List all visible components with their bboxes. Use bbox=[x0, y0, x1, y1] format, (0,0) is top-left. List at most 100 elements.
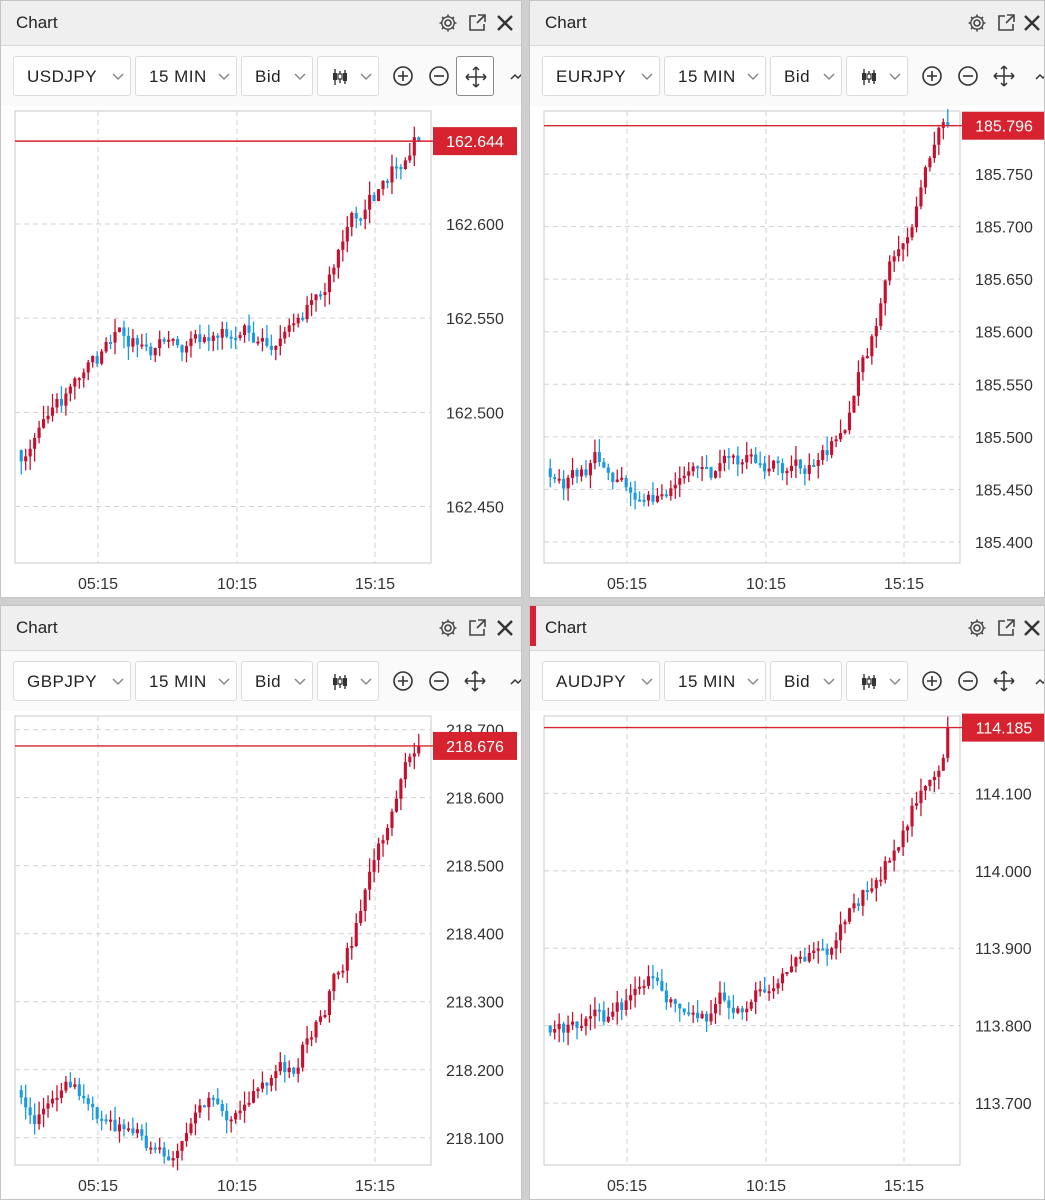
candle-body bbox=[100, 351, 104, 364]
symbol-select[interactable]: USDJPY bbox=[13, 56, 131, 96]
zoom-out-button[interactable] bbox=[949, 661, 987, 701]
symbol-select[interactable]: GBPJPY bbox=[13, 661, 131, 701]
candle bbox=[167, 1149, 171, 1161]
pan-button[interactable] bbox=[985, 56, 1023, 96]
candle bbox=[861, 889, 865, 916]
gear-icon[interactable] bbox=[438, 13, 458, 33]
candle-body bbox=[350, 212, 354, 228]
candle-body bbox=[372, 194, 376, 202]
interval-select[interactable]: 15 MIN bbox=[664, 661, 766, 701]
close-icon[interactable] bbox=[495, 618, 515, 638]
candle bbox=[162, 1141, 166, 1164]
external-window-icon[interactable] bbox=[467, 618, 487, 638]
candle bbox=[883, 856, 887, 884]
candle-body bbox=[718, 463, 722, 472]
gear-icon[interactable] bbox=[967, 618, 987, 638]
panel-title: Chart bbox=[16, 618, 58, 637]
candle bbox=[140, 333, 144, 349]
candle bbox=[575, 1021, 579, 1040]
zoom-out-button[interactable] bbox=[420, 661, 458, 701]
candle-body bbox=[678, 478, 682, 485]
pan-button[interactable] bbox=[456, 56, 494, 96]
candle-body bbox=[633, 988, 637, 996]
more-tools-button[interactable] bbox=[1022, 661, 1044, 701]
zoom-in-button[interactable] bbox=[384, 56, 422, 96]
price-type-select[interactable]: Bid bbox=[770, 56, 842, 96]
candlestick-chart[interactable]: 218.100 218.200 218.300 218.400 218.500 218.6… bbox=[1, 711, 522, 1200]
candle-body bbox=[327, 991, 331, 1016]
chart-type-select[interactable] bbox=[317, 56, 379, 96]
gear-icon[interactable] bbox=[967, 13, 987, 33]
current-price-badge bbox=[433, 127, 517, 156]
zoom-out-button[interactable] bbox=[420, 56, 458, 96]
panel-titlebar: Chart bbox=[1, 606, 521, 651]
candle-body bbox=[310, 300, 314, 305]
candlestick-chart[interactable]: 185.400 185.450 185.500 185.550 185.600 185.6… bbox=[530, 106, 1045, 598]
candlestick-chart[interactable]: 162.450 162.500 162.550 162.600 05:15 10:15 15… bbox=[1, 106, 522, 598]
candle-body bbox=[377, 189, 381, 202]
candle-body bbox=[919, 790, 923, 804]
price-type-select[interactable]: Bid bbox=[241, 661, 313, 701]
external-window-icon[interactable] bbox=[467, 13, 487, 33]
symbol-select[interactable]: EURJPY bbox=[542, 56, 660, 96]
candle bbox=[901, 242, 905, 262]
interval-select[interactable]: 15 MIN bbox=[664, 56, 766, 96]
chart-type-select[interactable] bbox=[846, 56, 908, 96]
candle-body bbox=[131, 1128, 135, 1134]
more-tools-button[interactable] bbox=[497, 661, 521, 701]
external-window-icon[interactable] bbox=[996, 618, 1016, 638]
y-tick-label: 114.000 bbox=[975, 864, 1032, 881]
candlestick-chart[interactable]: 113.700 113.800 113.900 114.000 114.100 05:15… bbox=[530, 711, 1045, 1200]
candle-body bbox=[394, 798, 398, 812]
candle-body bbox=[310, 1037, 314, 1040]
gear-icon[interactable] bbox=[438, 618, 458, 638]
candle-body bbox=[269, 345, 273, 350]
candle bbox=[216, 1088, 220, 1105]
price-type-select[interactable]: Bid bbox=[770, 661, 842, 701]
candle-body bbox=[548, 1025, 552, 1033]
close-icon[interactable] bbox=[1022, 13, 1042, 33]
close-icon[interactable] bbox=[495, 13, 515, 33]
candle-body bbox=[216, 335, 220, 338]
candle bbox=[176, 1143, 180, 1171]
zoom-out-button[interactable] bbox=[949, 56, 987, 96]
candle-body bbox=[269, 1077, 273, 1086]
candle bbox=[892, 250, 896, 272]
more-tools-button[interactable] bbox=[1022, 56, 1044, 96]
candle-body bbox=[46, 1103, 50, 1109]
more-tools-button[interactable] bbox=[497, 56, 521, 96]
y-tick-label: 162.500 bbox=[446, 405, 504, 422]
pan-button[interactable] bbox=[985, 661, 1023, 701]
candle-body bbox=[825, 450, 829, 455]
candle bbox=[417, 733, 421, 757]
candle bbox=[117, 327, 122, 333]
chart-panel-usdjpy: Chart USDJPY 15 MIN Bid bbox=[0, 0, 522, 598]
candle bbox=[825, 943, 829, 966]
zoom-in-button[interactable] bbox=[913, 56, 951, 96]
candle-body bbox=[68, 386, 72, 394]
candle-body bbox=[597, 1009, 601, 1012]
symbol-select[interactable]: AUDJPY bbox=[542, 661, 660, 701]
candle-body bbox=[865, 356, 869, 359]
chart-type-select[interactable] bbox=[317, 661, 379, 701]
candle-body bbox=[28, 448, 32, 457]
candle-body bbox=[691, 1012, 695, 1015]
close-icon[interactable] bbox=[1022, 618, 1042, 638]
candle bbox=[323, 282, 327, 307]
interval-select[interactable]: 15 MIN bbox=[135, 56, 237, 96]
zoom-in-button[interactable] bbox=[913, 661, 951, 701]
candle-body bbox=[575, 1021, 579, 1028]
interval-select[interactable]: 15 MIN bbox=[135, 661, 237, 701]
candle bbox=[189, 331, 193, 358]
zoom-in-button[interactable] bbox=[384, 661, 422, 701]
candle-body bbox=[642, 499, 646, 502]
candle bbox=[847, 400, 852, 435]
candle bbox=[638, 491, 642, 502]
chart-type-select[interactable] bbox=[846, 661, 908, 701]
external-window-icon[interactable] bbox=[996, 13, 1016, 33]
candle-body bbox=[557, 478, 561, 481]
candle bbox=[73, 1077, 77, 1090]
price-type-select[interactable]: Bid bbox=[241, 56, 313, 96]
candle-body bbox=[749, 1001, 753, 1009]
pan-button[interactable] bbox=[456, 661, 494, 701]
